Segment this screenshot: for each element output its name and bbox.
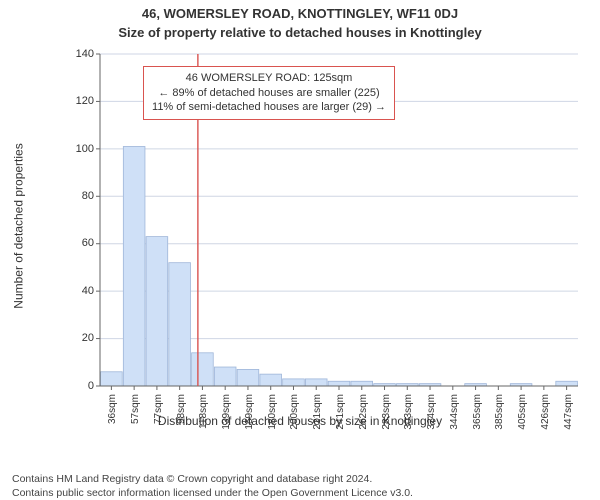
x-tick-label: 303sqm xyxy=(403,394,414,430)
annotation-line-2: ← 89% of detached houses are smaller (22… xyxy=(152,86,386,101)
x-tick-label: 159sqm xyxy=(244,394,255,430)
y-tick-label: 80 xyxy=(66,190,94,202)
x-tick-label: 98sqm xyxy=(176,394,187,424)
chart-area: 020406080100120140 36sqm57sqm77sqm98sqm1… xyxy=(66,50,582,410)
annotation-box: 46 WOMERSLEY ROAD: 125sqm ← 89% of detac… xyxy=(143,66,395,121)
footer-line-1: Contains HM Land Registry data © Crown c… xyxy=(12,472,413,486)
y-tick-label: 40 xyxy=(66,285,94,297)
x-tick-label: 426sqm xyxy=(540,394,551,430)
x-axis-title: Distribution of detached houses by size … xyxy=(0,414,600,428)
page-title-1: 46, WOMERSLEY ROAD, KNOTTINGLEY, WF11 0D… xyxy=(0,6,600,23)
x-tick-label: 200sqm xyxy=(289,394,300,430)
y-tick-label: 60 xyxy=(66,237,94,249)
x-tick-label: 180sqm xyxy=(267,394,278,430)
x-tick-label: 385sqm xyxy=(494,394,505,430)
annotation-line-1: 46 WOMERSLEY ROAD: 125sqm xyxy=(152,71,386,86)
x-tick-label: 324sqm xyxy=(426,394,437,430)
page-title-2: Size of property relative to detached ho… xyxy=(0,25,600,42)
x-tick-label: 221sqm xyxy=(312,394,323,430)
y-axis-label: Number of detached properties xyxy=(12,143,26,308)
x-tick-label: 36sqm xyxy=(107,394,118,424)
x-tick-label: 405sqm xyxy=(517,394,528,430)
x-tick-label: 77sqm xyxy=(153,394,164,424)
x-tick-label: 344sqm xyxy=(449,394,460,430)
footer: Contains HM Land Registry data © Crown c… xyxy=(12,472,413,500)
footer-line-2: Contains public sector information licen… xyxy=(12,486,413,500)
x-tick-label: 118sqm xyxy=(198,394,209,429)
x-tick-label: 241sqm xyxy=(335,394,346,430)
annotation-line-3: 11% of semi-detached houses are larger (… xyxy=(152,100,386,115)
y-tick-label: 140 xyxy=(66,48,94,60)
x-tick-label: 139sqm xyxy=(221,394,232,430)
x-tick-label: 283sqm xyxy=(381,394,392,430)
x-tick-label: 262sqm xyxy=(358,394,369,430)
y-tick-label: 120 xyxy=(66,95,94,107)
x-tick-label: 57sqm xyxy=(130,394,141,424)
y-tick-label: 20 xyxy=(66,332,94,344)
y-tick-label: 0 xyxy=(66,380,94,392)
x-tick-label: 447sqm xyxy=(563,394,574,430)
x-tick-label: 365sqm xyxy=(472,394,483,430)
y-tick-label: 100 xyxy=(66,143,94,155)
y-axis-label-container: Number of detached properties xyxy=(12,6,26,446)
